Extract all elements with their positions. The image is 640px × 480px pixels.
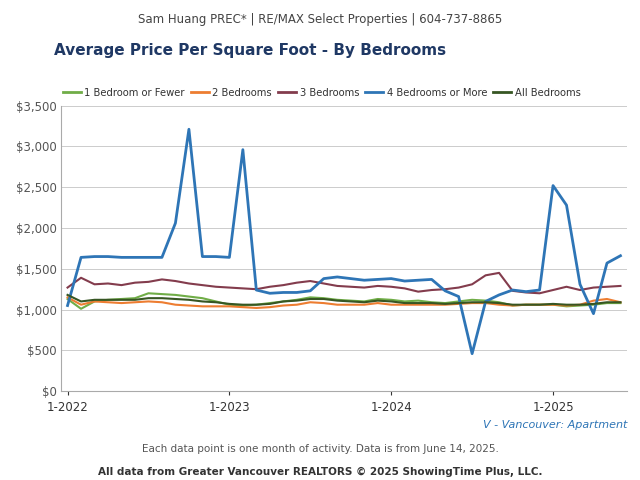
Text: V - Vancouver: Apartment: V - Vancouver: Apartment — [483, 420, 627, 430]
Text: All data from Greater Vancouver REALTORS © 2025 ShowingTime Plus, LLC.: All data from Greater Vancouver REALTORS… — [98, 467, 542, 477]
Text: Each data point is one month of activity. Data is from June 14, 2025.: Each data point is one month of activity… — [141, 444, 499, 454]
Text: Sam Huang PREC* | RE/MAX Select Properties | 604-737-8865: Sam Huang PREC* | RE/MAX Select Properti… — [138, 13, 502, 26]
Legend: 1 Bedroom or Fewer, 2 Bedrooms, 3 Bedrooms, 4 Bedrooms or More, All Bedrooms: 1 Bedroom or Fewer, 2 Bedrooms, 3 Bedroo… — [63, 88, 580, 98]
Text: Average Price Per Square Foot - By Bedrooms: Average Price Per Square Foot - By Bedro… — [54, 43, 447, 58]
